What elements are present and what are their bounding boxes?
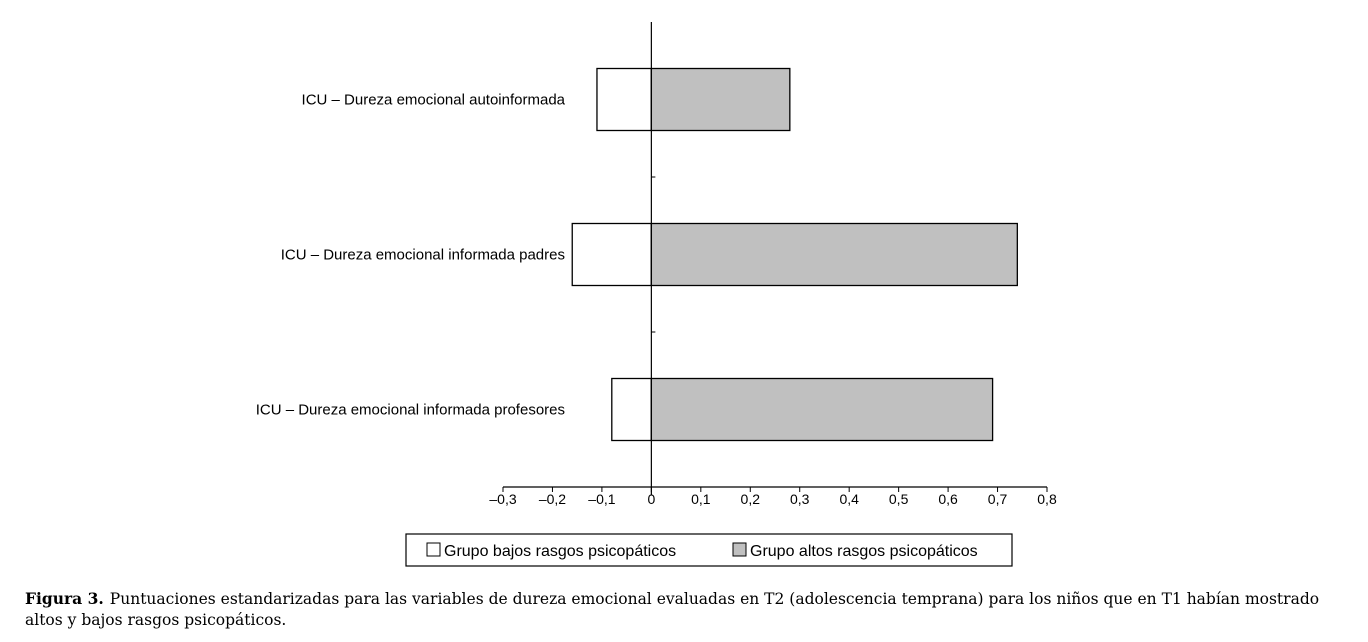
- bar-altos-0: [650, 67, 791, 132]
- caption-label: Figura 3.: [25, 589, 104, 608]
- labels-layer: ICU – Dureza emocional autoinformada ICU …: [256, 92, 1057, 508]
- caption-text: Puntuaciones estandarizadas para las var…: [25, 590, 1320, 629]
- legend: Grupo bajos rasgos psicopáticos Grupo alt…: [405, 533, 1013, 567]
- x-tick-label-3: 0: [647, 491, 655, 507]
- bar-bajos-1: [571, 222, 653, 287]
- x-tick-label-1: –0,2: [539, 491, 566, 507]
- legend-label-0: Grupo bajos rasgos psicopáticos: [444, 543, 676, 560]
- bar-bajos-0: [596, 67, 653, 132]
- bar-altos-1: [650, 222, 1018, 287]
- x-tick-label-11: 0,8: [1037, 491, 1057, 507]
- x-tick-label-2: –0,1: [588, 491, 615, 507]
- bar-altos-2: [650, 377, 994, 442]
- legend-box: [405, 533, 1013, 567]
- x-tick-label-4: 0,1: [691, 491, 711, 507]
- bar-bajos-2: [611, 377, 653, 442]
- x-tick-label-6: 0,3: [790, 491, 810, 507]
- x-tick-label-5: 0,2: [741, 491, 761, 507]
- category-label-1: ICU – Dureza emocional informada padres: [281, 247, 565, 264]
- x-tick-label-10: 0,7: [988, 491, 1008, 507]
- category-label-0: ICU – Dureza emocional autoinformada: [302, 92, 566, 109]
- x-tick-label-0: –0,3: [489, 491, 516, 507]
- x-tick-label-7: 0,4: [839, 491, 859, 507]
- x-tick-label-9: 0,6: [938, 491, 958, 507]
- legend-swatch-0: [426, 542, 441, 557]
- legend-label-1: Grupo altos rasgos psicopáticos: [750, 543, 978, 560]
- category-label-2: ICU – Dureza emocional informada profeso…: [256, 402, 565, 419]
- x-tick-label-8: 0,5: [889, 491, 909, 507]
- legend-swatch-1: [732, 542, 747, 557]
- figure-caption: Figura 3. Puntuaciones estandarizadas par…: [25, 588, 1335, 631]
- axes-layer: [502, 22, 1048, 495]
- chart: ICU – Dureza emocional autoinformada ICU …: [256, 22, 1057, 567]
- bars-layer: [571, 67, 1018, 442]
